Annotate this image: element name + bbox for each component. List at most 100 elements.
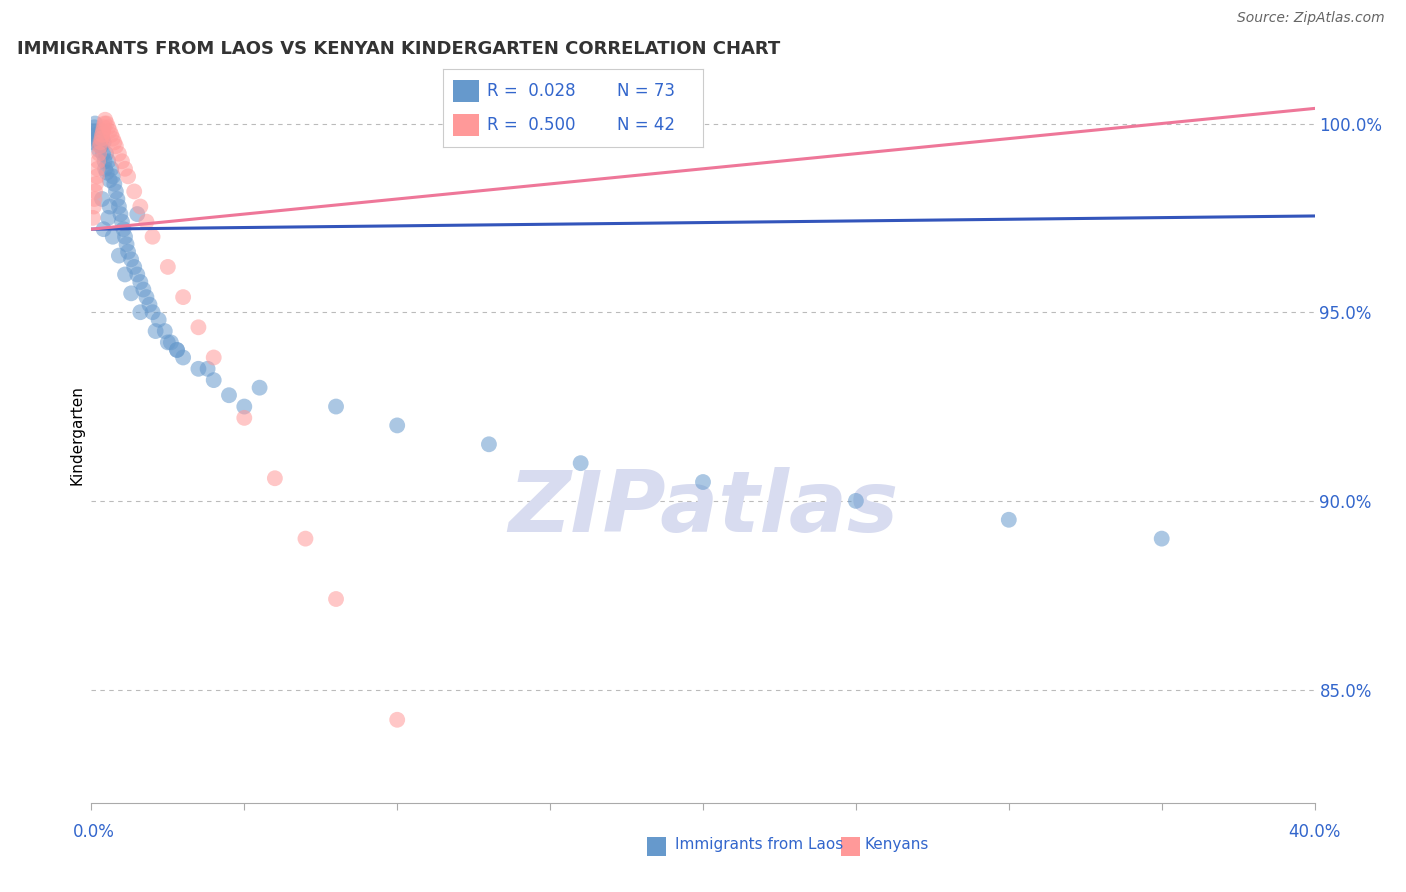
Point: [96, 116, 118, 130]
Point: [218, 388, 240, 402]
Point: [122, 260, 145, 274]
Point: [82, 211, 104, 225]
Point: [89, 128, 111, 142]
Point: [135, 214, 157, 228]
Point: [294, 532, 316, 546]
Point: [94, 146, 117, 161]
Point: [148, 312, 170, 326]
Point: [101, 229, 124, 244]
Point: [127, 268, 149, 282]
Point: [91, 146, 114, 161]
Point: [83, 120, 105, 135]
Point: [117, 244, 139, 259]
Point: [202, 373, 225, 387]
Point: [90, 124, 112, 138]
Text: N = 73: N = 73: [617, 82, 675, 100]
Point: [325, 592, 347, 607]
Point: [166, 343, 188, 357]
Text: R =  0.028: R = 0.028: [486, 82, 575, 100]
Point: [83, 192, 105, 206]
Point: [141, 305, 163, 319]
Point: [117, 169, 139, 184]
Point: [89, 139, 111, 153]
Point: [156, 260, 179, 274]
Point: [569, 456, 592, 470]
Point: [325, 400, 347, 414]
Point: [93, 116, 115, 130]
Point: [93, 136, 115, 150]
Point: [845, 494, 868, 508]
Point: [91, 192, 114, 206]
Point: [101, 169, 124, 184]
Point: [108, 146, 131, 161]
Point: [114, 268, 136, 282]
Point: [233, 410, 256, 425]
Point: [202, 351, 225, 365]
Point: [120, 286, 142, 301]
Point: [100, 161, 122, 176]
Point: [91, 124, 114, 138]
Point: [86, 169, 108, 184]
Point: [91, 128, 114, 142]
Text: 0.0%: 0.0%: [73, 822, 115, 840]
Point: [87, 154, 110, 169]
Point: [93, 222, 115, 236]
Text: Source: ZipAtlas.com: Source: ZipAtlas.com: [1237, 12, 1385, 25]
Point: [112, 222, 135, 236]
Point: [96, 165, 118, 179]
Point: [385, 418, 409, 433]
Point: [90, 136, 112, 150]
Text: IMMIGRANTS FROM LAOS VS KENYAN KINDERGARTEN CORRELATION CHART: IMMIGRANTS FROM LAOS VS KENYAN KINDERGAR…: [17, 40, 780, 58]
Point: [120, 252, 142, 267]
Point: [93, 120, 115, 135]
Point: [385, 713, 409, 727]
Text: Immigrants from Laos: Immigrants from Laos: [675, 838, 844, 852]
Point: [135, 290, 157, 304]
Point: [87, 143, 110, 157]
Point: [692, 475, 714, 489]
Point: [97, 211, 120, 225]
Point: [197, 361, 219, 376]
Text: ZIPatlas: ZIPatlas: [508, 467, 898, 550]
Point: [122, 185, 145, 199]
Point: [94, 161, 117, 176]
Point: [138, 298, 160, 312]
Text: N = 42: N = 42: [617, 116, 675, 134]
Point: [111, 214, 134, 228]
Point: [153, 324, 176, 338]
Y-axis label: Kindergarten: Kindergarten: [69, 385, 84, 484]
Point: [97, 120, 120, 135]
Text: Kenyans: Kenyans: [865, 838, 929, 852]
Point: [84, 177, 107, 191]
Point: [160, 335, 183, 350]
Point: [141, 229, 163, 244]
Point: [86, 131, 108, 145]
Point: [84, 116, 107, 130]
Point: [156, 335, 179, 350]
Point: [84, 185, 107, 199]
Point: [90, 131, 112, 145]
Point: [84, 128, 107, 142]
Point: [264, 471, 287, 485]
Point: [129, 200, 152, 214]
Point: [108, 200, 131, 214]
Point: [172, 351, 194, 365]
Point: [86, 161, 108, 176]
Point: [100, 128, 122, 142]
Point: [187, 320, 209, 334]
Point: [90, 139, 112, 153]
Point: [98, 200, 121, 214]
Point: [104, 185, 127, 199]
Point: [115, 237, 138, 252]
Point: [86, 124, 108, 138]
Text: R =  0.500: R = 0.500: [486, 116, 575, 134]
Text: 40.0%: 40.0%: [1288, 822, 1341, 840]
Point: [129, 275, 152, 289]
Point: [187, 361, 209, 376]
Point: [111, 154, 134, 169]
Point: [233, 400, 256, 414]
Point: [104, 139, 127, 153]
Point: [94, 112, 117, 127]
Point: [98, 124, 121, 138]
Point: [83, 136, 105, 150]
